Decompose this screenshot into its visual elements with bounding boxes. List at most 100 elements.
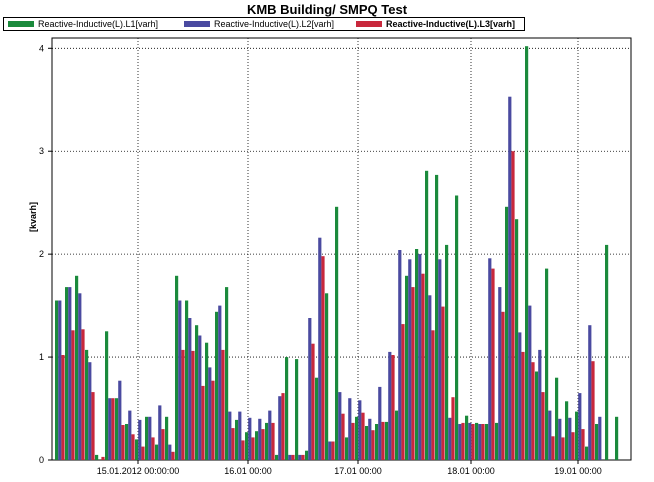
bar-l2 (338, 392, 342, 460)
bar-l1 (125, 424, 129, 460)
bar-l3 (421, 273, 425, 460)
bar-l1 (595, 424, 599, 460)
bar-group (55, 46, 619, 461)
bar-l3 (181, 349, 185, 460)
bar-l2 (448, 417, 452, 460)
bar-l3 (341, 413, 345, 460)
bar-l3 (581, 429, 585, 460)
bar-l1 (275, 454, 279, 460)
bar-l1 (445, 244, 449, 460)
bar-l1 (615, 416, 619, 460)
bar-l1 (95, 454, 99, 460)
legend-swatch-l3 (356, 21, 382, 27)
legend-label-l1: Reactive-Inductive(L).L1[varh] (38, 19, 159, 29)
bar-l3 (161, 429, 165, 460)
bar-l1 (215, 311, 219, 460)
bar-l1 (515, 219, 519, 460)
bar-l2 (538, 349, 542, 460)
bar-l2 (268, 410, 272, 460)
bar-l2 (68, 287, 72, 460)
bar-l2 (368, 418, 372, 460)
bar-l3 (71, 330, 75, 460)
bar-l2 (288, 454, 292, 460)
bar-l3 (131, 434, 135, 460)
bar-l3 (331, 441, 335, 460)
bar-l2 (468, 422, 472, 460)
bar-l3 (191, 350, 195, 460)
bar-l1 (465, 415, 469, 460)
bar-l3 (461, 422, 465, 460)
bar-l3 (261, 429, 265, 460)
bar-l2 (388, 351, 392, 460)
bar-l3 (291, 454, 295, 460)
bar-l3 (221, 349, 225, 460)
bar-l2 (278, 396, 282, 460)
bar-l3 (441, 306, 445, 460)
bar-l2 (418, 254, 422, 460)
legend-label-l2: Reactive-Inductive(L).L2[varh] (214, 19, 335, 29)
bar-l2 (318, 237, 322, 460)
bar-l3 (471, 424, 475, 460)
bar-l3 (171, 451, 175, 460)
bar-l2 (358, 400, 362, 460)
bar-l2 (478, 424, 482, 460)
bar-l2 (118, 380, 122, 460)
bar-l3 (551, 436, 555, 460)
bar-l1 (255, 431, 259, 460)
bar-l2 (168, 444, 172, 460)
bar-l2 (208, 367, 212, 460)
bar-l1 (135, 439, 139, 460)
bar-l3 (381, 421, 385, 460)
bar-l2 (158, 405, 162, 460)
bar-l1 (585, 446, 589, 460)
bar-l1 (565, 401, 569, 460)
bar-l3 (351, 422, 355, 460)
bar-l3 (501, 311, 505, 460)
legend: Reactive-Inductive(L).L1[varh] Reactive-… (3, 17, 525, 31)
bar-l2 (588, 325, 592, 460)
bar-l3 (431, 330, 435, 460)
bar-l1 (345, 437, 349, 460)
bar-l3 (561, 437, 565, 460)
bar-l3 (571, 432, 575, 460)
bar-l1 (505, 206, 509, 460)
legend-item-l2: Reactive-Inductive(L).L2[varh] (184, 18, 334, 30)
bar-l1 (185, 300, 189, 460)
bar-l1 (525, 46, 529, 460)
bar-l2 (548, 410, 552, 460)
bar-l1 (195, 325, 199, 460)
bar-l1 (575, 411, 579, 460)
bar-l3 (201, 385, 205, 460)
x-tick-label: 16.01 00:00 (224, 466, 272, 476)
bar-l2 (598, 416, 602, 460)
bar-l1 (395, 410, 399, 460)
bar-l1 (435, 174, 439, 460)
bar-l2 (88, 362, 92, 460)
bar-l2 (518, 332, 522, 460)
x-ticks: 15.01.2012 00:00:00 16.01 00:00 17.01 00:0… (97, 460, 602, 476)
bar-l1 (295, 359, 299, 460)
bar-l1 (155, 444, 159, 460)
bar-l1 (535, 371, 539, 460)
bar-l3 (531, 362, 535, 460)
bar-l1 (65, 287, 69, 460)
bar-l1 (425, 170, 429, 461)
y-tick-label: 0 (39, 455, 44, 465)
bar-l2 (438, 259, 442, 460)
legend-item-l3: Reactive-Inductive(L).L3[varh] (356, 18, 515, 30)
bar-l1 (335, 206, 339, 460)
bar-l1 (145, 416, 149, 460)
bar-l2 (178, 300, 182, 460)
bar-l3 (301, 454, 305, 460)
bar-l3 (591, 361, 595, 460)
bar-l2 (488, 258, 492, 460)
bar-l2 (498, 287, 502, 460)
y-tick-label: 1 (39, 352, 44, 362)
x-tick-label: 19.01 00:00 (554, 466, 602, 476)
legend-item-l1: Reactive-Inductive(L).L1[varh] (8, 18, 158, 30)
bar-l3 (271, 422, 275, 460)
bar-l3 (211, 380, 215, 460)
bar-l1 (325, 293, 329, 460)
bar-l2 (348, 398, 352, 460)
bar-l2 (258, 418, 262, 460)
